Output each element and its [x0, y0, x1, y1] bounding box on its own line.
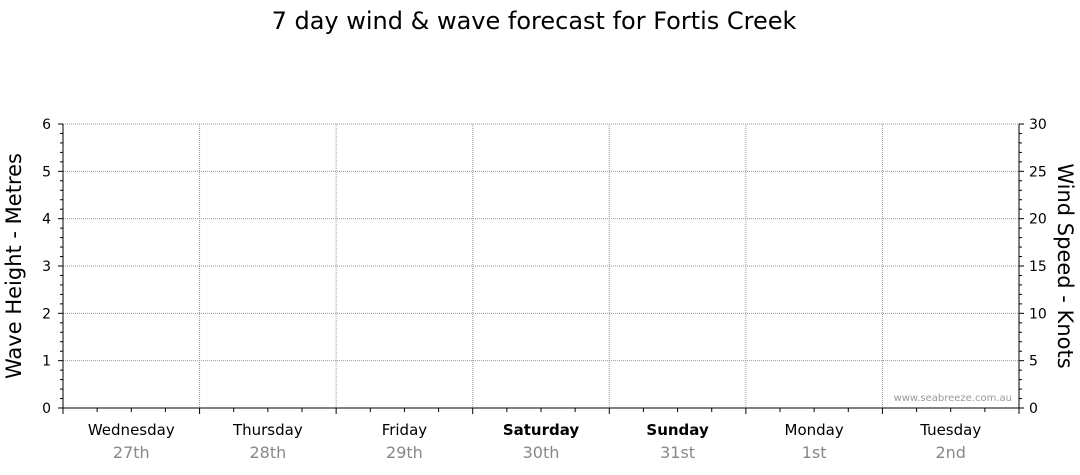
day-name-label: Tuesday [919, 421, 981, 439]
left-tick-label: 3 [42, 259, 51, 275]
day-date-label: 31st [660, 443, 695, 462]
day-name-label: Wednesday [88, 421, 175, 439]
left-tick-label: 2 [42, 306, 51, 322]
right-axis-title: Wind Speed - Knots [1053, 163, 1077, 368]
grid [63, 123, 1019, 408]
left-tick-label: 6 [42, 117, 51, 133]
day-name-label: Sunday [646, 421, 709, 439]
right-tick-label: 10 [1029, 306, 1047, 322]
chart-title: 7 day wind & wave forecast for Fortis Cr… [272, 7, 797, 35]
day-date-label: 30th [523, 443, 560, 462]
left-tick-label: 4 [42, 212, 51, 228]
left-tick-label: 1 [42, 354, 51, 370]
day-name-label: Thursday [232, 421, 303, 439]
day-date-label: 29th [386, 443, 423, 462]
right-tick-label: 5 [1029, 354, 1038, 370]
day-name-label: Saturday [503, 421, 580, 439]
right-axis-ticks: 0 5 10 15 20 25 30 [1019, 117, 1047, 417]
day-name-label: Monday [785, 421, 844, 439]
right-tick-label: 25 [1029, 164, 1047, 180]
left-axis-title: Wave Height - Metres [2, 153, 26, 379]
day-name-label: Friday [382, 421, 428, 439]
watermark: www.seabreeze.com.au [894, 393, 1012, 404]
day-date-label: 2nd [935, 443, 965, 462]
right-tick-label: 0 [1029, 401, 1038, 417]
day-date-label: 1st [802, 443, 827, 462]
right-tick-label: 15 [1029, 259, 1047, 275]
right-tick-label: 30 [1029, 117, 1047, 133]
day-labels: Wednesday 27th Thursday 28th Friday 29th Satur… [62, 408, 1020, 462]
right-tick-label: 20 [1029, 212, 1047, 228]
day-date-label: 28th [249, 443, 286, 462]
left-axis-ticks: 0 1 2 3 4 5 6 [42, 117, 63, 417]
day-date-label: 27th [113, 443, 150, 462]
left-tick-label: 5 [42, 164, 51, 180]
left-tick-label: 0 [42, 401, 51, 417]
